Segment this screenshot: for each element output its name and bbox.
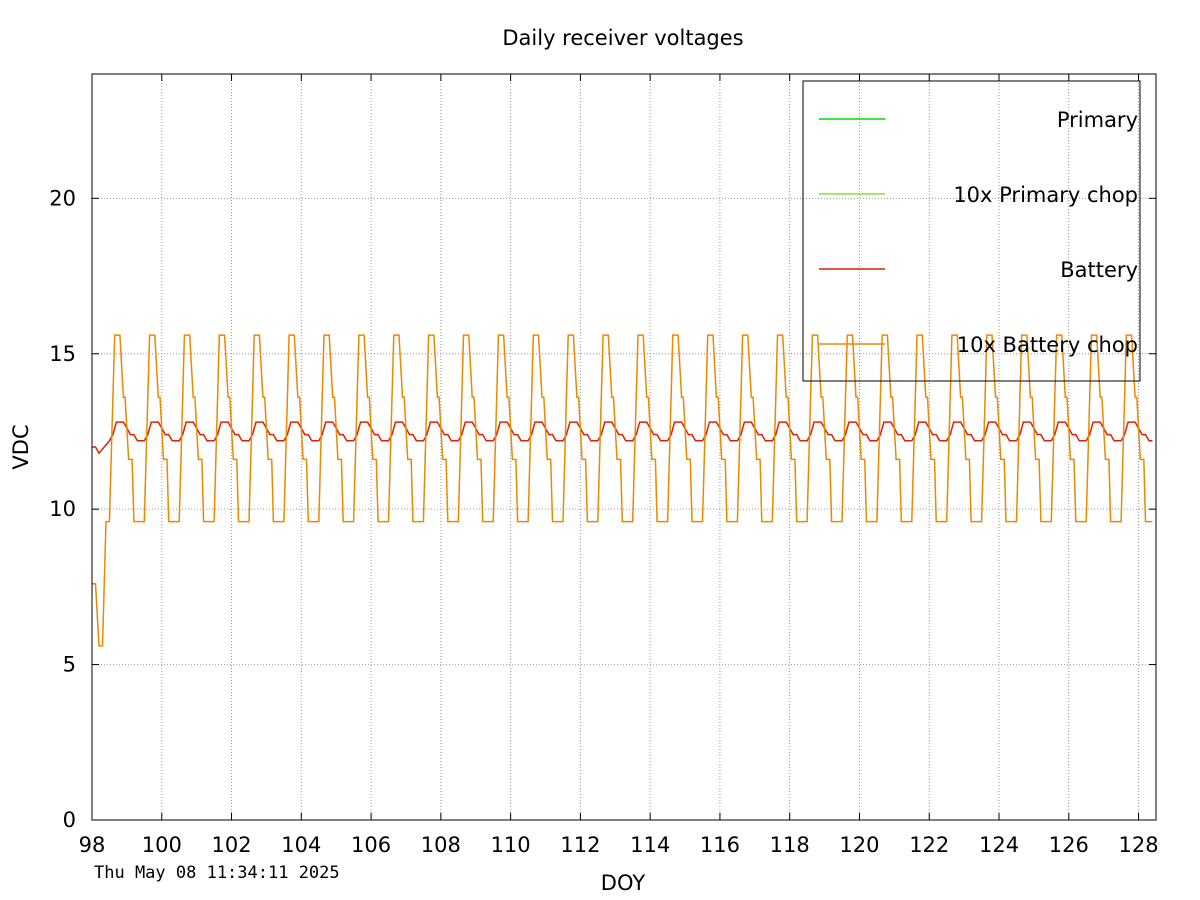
x-tick-label: 108 [421,833,461,857]
x-tick-label: 116 [700,833,740,857]
x-tick-label: 98 [79,833,106,857]
plot-frame [91,73,1157,821]
x-tick-label: 114 [630,833,670,857]
legend-label: Battery [1060,258,1138,282]
x-tick-label: 126 [1049,833,1089,857]
x-tick-label: 112 [560,833,600,857]
y-tick-label: 20 [49,186,76,210]
legend-label: 10x Primary chop [953,183,1138,207]
x-tick-label: 110 [491,833,531,857]
y-axis-ticks: 0 5 10 15 20 [49,186,1156,832]
x-axis-label: DOY [601,871,646,895]
y-tick-label: 0 [63,808,76,832]
x-tick-label: 124 [979,833,1019,857]
x-axis-ticks: 98 100 102 104 106 108 110 112 114 116 118 120 122 12… [79,74,1159,857]
x-tick-label: 100 [142,833,182,857]
legend-label: 10x Battery chop [957,333,1138,357]
x-tick-label: 122 [909,833,949,857]
x-tick-label: 128 [1119,833,1159,857]
x-tick-label: 102 [211,833,251,857]
y-tick-label: 10 [49,497,76,521]
y-axis-label: VDC [9,424,33,469]
series-line-3 [92,334,1153,647]
x-tick-label: 104 [281,833,321,857]
legend-label: Primary [1057,108,1138,132]
chart-title: Daily receiver voltages [502,26,743,50]
x-tick-label: 118 [770,833,810,857]
legend: Primary 10x Primary chop Battery 10x Batter… [802,80,1141,382]
y-tick-label: 5 [63,653,76,677]
series-line-2 [92,421,1153,455]
x-tick-label: 106 [351,833,391,857]
grid [92,74,1156,820]
x-tick-label: 120 [839,833,879,857]
y-tick-label: 15 [49,342,76,366]
timestamp: Thu May 08 11:34:11 2025 [94,863,340,883]
plot-lines [92,334,1153,647]
legend-box [802,80,1141,382]
